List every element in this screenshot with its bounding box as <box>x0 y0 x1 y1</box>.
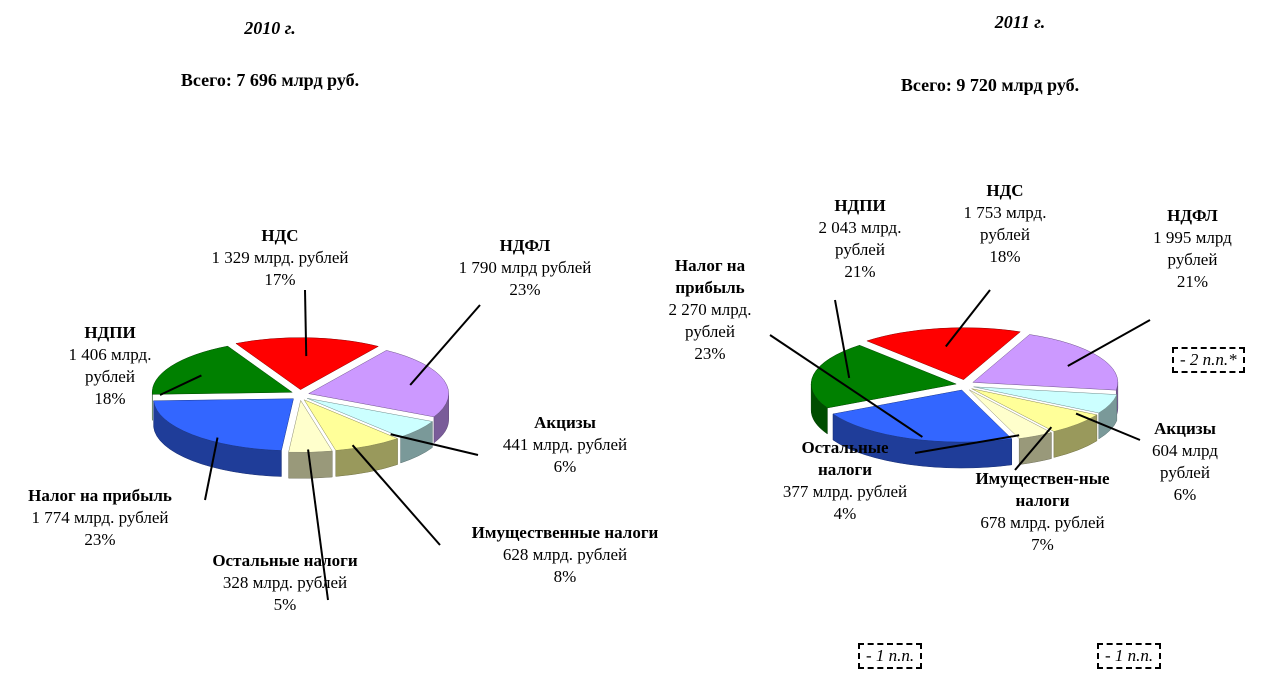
leader-line <box>945 289 991 348</box>
amount-label: 604 млрд рублей <box>1152 441 1218 482</box>
slice-label: Акцизы 441 млрд. рублей 6% <box>480 412 650 478</box>
category-label: НДПИ <box>834 196 886 215</box>
leader-line <box>769 334 923 438</box>
value-label: 18% <box>94 389 126 408</box>
leader-line <box>351 444 441 546</box>
value-label: 21% <box>1176 272 1209 291</box>
slice-label: Остальные налоги 328 млрд. рублей 5% <box>190 550 380 616</box>
category-label: Остальные налоги <box>212 551 358 570</box>
slice <box>968 389 1053 439</box>
category-label: Остальные налоги <box>801 438 889 479</box>
slice-label: Остальные налоги 377 млрд. рублей 4% <box>775 437 915 525</box>
amount-label: 441 млрд. рублей <box>502 435 628 454</box>
value-label: 8% <box>553 567 577 586</box>
slice <box>972 334 1119 391</box>
slice <box>866 327 1021 380</box>
slice-label: НДПИ 1 406 млрд. рублей 18% <box>55 322 165 410</box>
amount-label: 328 млрд. рублей <box>222 573 348 592</box>
slice-label: НДПИ 2 043 млрд. рублей 21% <box>805 195 915 283</box>
slice <box>973 386 1118 414</box>
slice-label: НДФЛ 1 995 млрд рублей 21% <box>1140 205 1245 293</box>
slice <box>810 344 958 409</box>
value-label: 6% <box>553 457 577 476</box>
amount-label: 1 774 млрд. рублей <box>31 508 169 527</box>
amount-label: 1 406 млрд. рублей <box>68 345 152 386</box>
chart-subtitle: Всего: 7 696 млрд руб. <box>180 70 360 90</box>
amount-label: 2 270 млрд. рублей <box>668 300 752 341</box>
chart-subtitle: Всего: 9 720 млрд руб. <box>900 75 1080 95</box>
amount-label: 2 043 млрд. рублей <box>818 218 902 259</box>
leader-line <box>1075 412 1141 441</box>
leader-line <box>409 304 481 386</box>
slice-label: НДС 1 753 млрд. рублей 18% <box>950 180 1060 268</box>
category-label: Налог на прибыль <box>28 486 172 505</box>
leader-line <box>1014 426 1053 471</box>
slice-label: Налог на прибыль 2 270 млрд. рублей 23% <box>645 255 775 365</box>
value-label: 4% <box>833 504 857 523</box>
category-label: НДФЛ <box>499 236 551 255</box>
slice <box>303 399 399 451</box>
slice-label: НДС 1 329 млрд. рублей 17% <box>210 225 350 291</box>
leader-line <box>304 289 308 357</box>
value-label: 17% <box>264 270 296 289</box>
annotation: - 2 п.п.* <box>1172 347 1245 373</box>
amount-label: 1 753 млрд. рублей <box>963 203 1047 244</box>
slice <box>153 398 294 451</box>
slice-label: НДФЛ 1 790 млрд рублей 23% <box>440 235 610 301</box>
category-label: Акцизы <box>534 413 596 432</box>
chart-title: 2011 г. <box>994 12 1046 32</box>
slice <box>235 337 379 390</box>
amount-label: 628 млрд. рублей <box>502 545 628 564</box>
slice <box>971 388 1098 432</box>
amount-label: 377 млрд. рублей <box>782 482 908 501</box>
annotation: - 1 п.п. <box>1097 643 1162 669</box>
leader-line <box>159 374 202 396</box>
value-label: 23% <box>694 344 726 363</box>
leader-line <box>390 433 479 456</box>
slice-label: Налог на прибыль 1 774 млрд. рублей 23% <box>0 485 200 551</box>
value-label: 23% <box>84 530 116 549</box>
value-label: 18% <box>989 247 1021 266</box>
value-label: 5% <box>273 595 297 614</box>
chart-title: 2010 г. <box>244 18 296 38</box>
category-label: НДС <box>986 181 1024 200</box>
category-label: НДС <box>261 226 299 245</box>
amount-label: 1 995 млрд рублей <box>1153 228 1232 269</box>
category-label: Имуществен-ные налоги <box>975 469 1110 510</box>
leader-line <box>307 449 329 601</box>
category-label: НДПИ <box>84 323 136 342</box>
leader-line <box>1067 319 1151 367</box>
slice <box>288 399 333 453</box>
slice-label: Имуществен-ные налоги 678 млрд. рублей 7% <box>975 468 1110 556</box>
value-label: 21% <box>844 262 876 281</box>
value-label: 23% <box>509 280 541 299</box>
leader-line <box>914 434 1020 454</box>
slice-label: Акцизы 604 млрд рублей 6% <box>1130 418 1240 506</box>
slice-label: Имущественные налоги 628 млрд. рублей 8% <box>440 522 690 588</box>
category-label: Налог на прибыль <box>674 256 746 297</box>
category-label: Имущественные налоги <box>471 523 659 542</box>
leader-line <box>834 299 851 379</box>
value-label: 7% <box>1031 535 1054 554</box>
amount-label: 678 млрд. рублей <box>980 513 1105 532</box>
amount-label: 1 790 млрд рублей <box>458 258 592 277</box>
category-label: НДФЛ <box>1167 206 1218 225</box>
slice <box>307 350 449 418</box>
amount-label: 1 329 млрд. рублей <box>211 248 349 267</box>
value-label: 6% <box>1173 485 1197 504</box>
leader-line <box>204 437 219 501</box>
annotation: - 1 п.п. <box>858 643 923 669</box>
category-label: Акцизы <box>1154 419 1216 438</box>
